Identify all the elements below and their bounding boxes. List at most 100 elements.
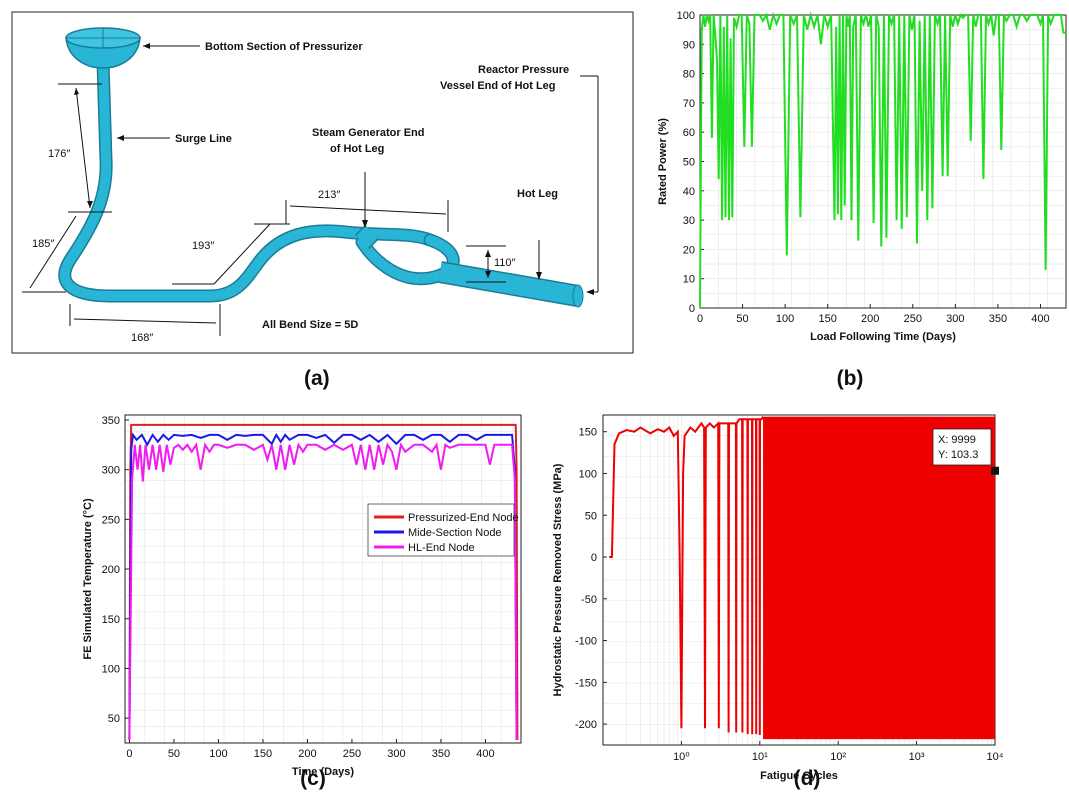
y-tick-label: 50 xyxy=(585,510,597,522)
dim-213: 213″ xyxy=(318,189,340,201)
x-tick-label: 10¹ xyxy=(752,751,768,763)
x-tick-label: 200 xyxy=(861,313,879,325)
datatip-x: X: 9999 xyxy=(938,434,976,446)
y-tick-label: 300 xyxy=(102,465,120,477)
y-tick-label: 40 xyxy=(683,186,695,198)
dim-185: 185″ xyxy=(32,238,54,250)
x-tick-label: 10² xyxy=(830,751,846,763)
dim-176: 176″ xyxy=(48,148,70,160)
y-tick-label: 30 xyxy=(683,215,695,227)
series-line xyxy=(609,416,764,736)
dimension-arrowheads xyxy=(74,43,594,295)
x-tick-label: 50 xyxy=(736,313,748,325)
dim-193: 193″ xyxy=(192,240,214,252)
x-axis-label: Load Following Time (Days) xyxy=(810,331,956,343)
y-tick-label: 100 xyxy=(579,468,597,480)
panel-a-diagram: Bottom Section of Pressurizer Surge Line… xyxy=(11,11,634,390)
series-line xyxy=(128,432,518,741)
y-axis-label: Hydrostatic Pressure Removed Stress (MPa… xyxy=(552,463,564,696)
x-tick-label: 150 xyxy=(254,748,272,760)
y-tick-label: 70 xyxy=(683,98,695,110)
caption-b: (b) xyxy=(837,367,864,390)
piping-geometry xyxy=(58,27,584,308)
y-tick-label: 0 xyxy=(591,552,597,564)
y-tick-label: 350 xyxy=(102,415,120,427)
x-tick-label: 10³ xyxy=(909,751,925,763)
hot-leg-label: Hot Leg xyxy=(517,188,558,200)
y-tick-label: 150 xyxy=(579,427,597,439)
datatip-box xyxy=(932,428,992,466)
hot-leg-pipe-fill xyxy=(438,262,580,306)
caption-a: (a) xyxy=(304,367,330,390)
surge-line-label: Surge Line xyxy=(175,133,232,145)
y-tick-label: -150 xyxy=(575,677,597,689)
x-tick-label: 350 xyxy=(432,748,450,760)
x-tick-label: 150 xyxy=(818,313,836,325)
y-tick-label: 60 xyxy=(683,127,695,139)
x-tick-label: 10⁴ xyxy=(987,751,1004,763)
x-tick-label: 250 xyxy=(904,313,922,325)
hot-leg-end-cap xyxy=(572,284,584,308)
rpv-label-1: Reactor Pressure xyxy=(478,64,569,76)
datatip: X: 9999 Y: 103.3 xyxy=(932,428,992,466)
legend-entry: HL-End Node xyxy=(408,542,475,554)
sg-end-label-2: of Hot Leg xyxy=(330,143,384,155)
y-tick-label: 100 xyxy=(102,663,120,675)
y-tick-label: 20 xyxy=(683,244,695,256)
bend-note: All Bend Size = 5D xyxy=(262,319,358,331)
dim-110: 110″ xyxy=(494,257,516,269)
x-axis-label: Fatigue Cycles xyxy=(760,770,838,782)
sg-end-label-1: Steam Generator End xyxy=(312,127,424,139)
x-tick-label: 300 xyxy=(946,313,964,325)
pressurizer-label: Bottom Section of Pressurizer xyxy=(205,41,363,53)
y-tick-label: 10 xyxy=(683,274,695,286)
surge-line-pipe-fill xyxy=(59,57,435,301)
x-tick-label: 50 xyxy=(168,748,180,760)
series-dense-band xyxy=(763,416,995,740)
legend-entry: Pressurized-End Node xyxy=(408,512,519,524)
x-tick-label: 0 xyxy=(697,313,703,325)
legend: Pressurized-End Node Mide-Section Node HL-… xyxy=(367,503,519,557)
y-tick-label: -100 xyxy=(575,636,597,648)
y-tick-label: 0 xyxy=(689,303,695,315)
x-tick-label: 200 xyxy=(298,748,316,760)
hot-leg-loop-fill xyxy=(357,235,459,284)
chart-d-stress: 10⁰ 10¹ 10² 10³ 10⁴ 150 100 50 0 -50 -100 -150 -200 F… xyxy=(552,414,1004,790)
y-tick-label: 100 xyxy=(677,10,695,22)
x-tick-label: 400 xyxy=(1031,313,1049,325)
series-line xyxy=(128,423,519,741)
caption-d: (d) xyxy=(794,767,821,790)
x-tick-label: 100 xyxy=(776,313,794,325)
y-axis-label: FE Simulated Temperature (°C) xyxy=(82,498,94,660)
series-line xyxy=(128,442,518,741)
sg-end-stub-fill xyxy=(355,225,379,249)
x-tick-label: 300 xyxy=(387,748,405,760)
y-tick-label: 200 xyxy=(102,564,120,576)
x-axis-label: Time (Days) xyxy=(292,766,354,778)
dim-168: 168″ xyxy=(131,332,153,344)
x-tick-label: 250 xyxy=(343,748,361,760)
y-tick-label: 80 xyxy=(683,69,695,81)
y-tick-label: 50 xyxy=(108,713,120,725)
x-tick-label: 0 xyxy=(126,748,132,760)
chart-b-rated-power: 0 50 100 150 200 250 300 350 400 0 10 20 30 40 50 60 70 8… xyxy=(657,10,1067,390)
datatip-marker xyxy=(990,466,999,475)
y-tick-label: 250 xyxy=(102,514,120,526)
dimension-lines xyxy=(22,45,599,336)
y-tick-label: -200 xyxy=(575,719,597,731)
y-tick-label: 90 xyxy=(683,39,695,51)
plot-frame xyxy=(124,414,522,744)
y-tick-label: 150 xyxy=(102,614,120,626)
y-tick-label: 50 xyxy=(683,157,695,169)
x-tick-label: 100 xyxy=(209,748,227,760)
x-tick-label: 10⁰ xyxy=(673,751,690,763)
chart-c-temperature: 0 50 100 150 200 250 300 350 400 50 100 150 200 250 30… xyxy=(82,414,522,790)
y-axis-label: Rated Power (%) xyxy=(657,118,669,205)
x-tick-label: 350 xyxy=(989,313,1007,325)
series-line xyxy=(699,11,1066,309)
x-tick-label: 400 xyxy=(476,748,494,760)
caption-c: (c) xyxy=(300,767,326,790)
datatip-y: Y: 103.3 xyxy=(938,449,978,461)
legend-entry: Mide-Section Node xyxy=(408,527,502,539)
y-tick-label: -50 xyxy=(581,594,597,606)
